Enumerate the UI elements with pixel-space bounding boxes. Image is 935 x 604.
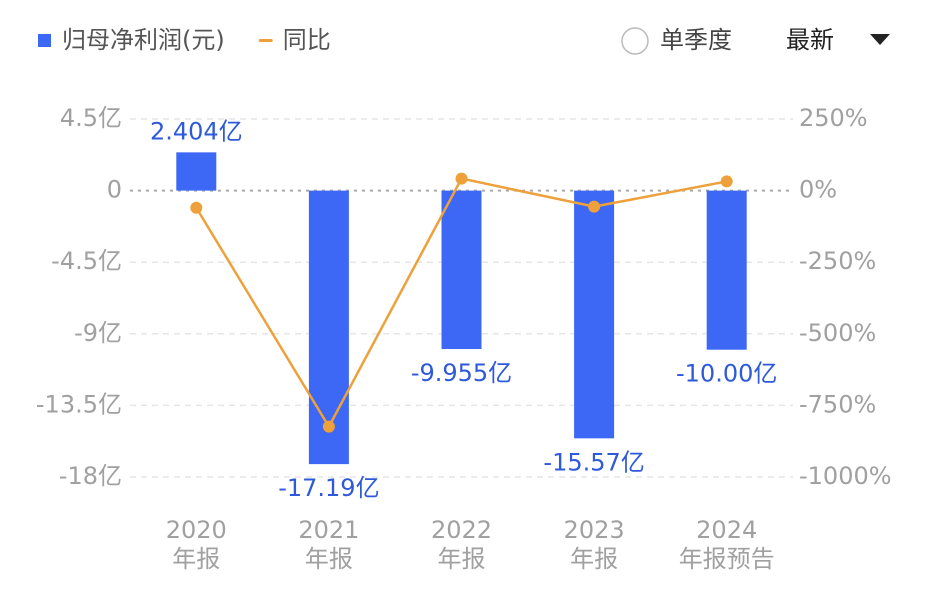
x-tick-label: 2024 [696, 516, 757, 544]
point [322, 420, 335, 433]
x-tick-label: 年报 [438, 545, 486, 573]
radio[interactable] [621, 27, 649, 55]
x-tick-label: 2020 [166, 516, 227, 544]
x-tick-label: 2021 [298, 516, 359, 544]
x-tick-label: 年报 [570, 545, 618, 573]
data-label: 2.404亿 [150, 117, 243, 145]
data-label: -9.955亿 [411, 359, 512, 387]
x-tick-label: 年报 [172, 545, 220, 573]
data-label: -17.19亿 [278, 474, 379, 502]
y2-tick-label: -500% [799, 319, 876, 347]
x-tick-label: 2022 [431, 516, 492, 544]
y-tick-label: 0 [107, 176, 122, 204]
x-tick-label: 年报 [305, 545, 353, 573]
y2-tick-label: 0% [799, 176, 837, 204]
bar [574, 190, 615, 439]
data-label: -15.57亿 [543, 448, 644, 476]
legend-label: 归母净利润(元) [62, 26, 225, 54]
point [455, 172, 468, 185]
bar [441, 190, 482, 349]
point [190, 201, 203, 214]
dropdown-label[interactable]: 最新 [786, 26, 834, 54]
y-tick-label: -9亿 [74, 319, 122, 347]
y-tick-label: -13.5亿 [36, 390, 122, 418]
point [720, 175, 733, 188]
bar [176, 152, 217, 191]
point [588, 200, 601, 213]
x-tick-label: 2023 [564, 516, 625, 544]
y2-tick-label: 250% [799, 104, 868, 132]
y2-tick-label: -250% [799, 247, 876, 275]
y-tick-label: -4.5亿 [51, 247, 122, 275]
dropdown-arrow[interactable] [870, 34, 890, 45]
data-label: -10.00亿 [676, 360, 777, 388]
legend-swatch [258, 39, 273, 42]
y-tick-label: -18亿 [59, 462, 122, 490]
legend-swatch [38, 34, 51, 47]
toggle-label[interactable]: 单季度 [660, 26, 732, 54]
bar [706, 190, 747, 350]
y2-tick-label: -750% [799, 390, 876, 418]
x-tick-label: 年报预告 [679, 545, 775, 573]
bar [308, 190, 349, 465]
y2-tick-label: -1000% [799, 462, 892, 490]
y-tick-label: 4.5亿 [60, 104, 122, 132]
legend-label: 同比 [283, 26, 331, 54]
